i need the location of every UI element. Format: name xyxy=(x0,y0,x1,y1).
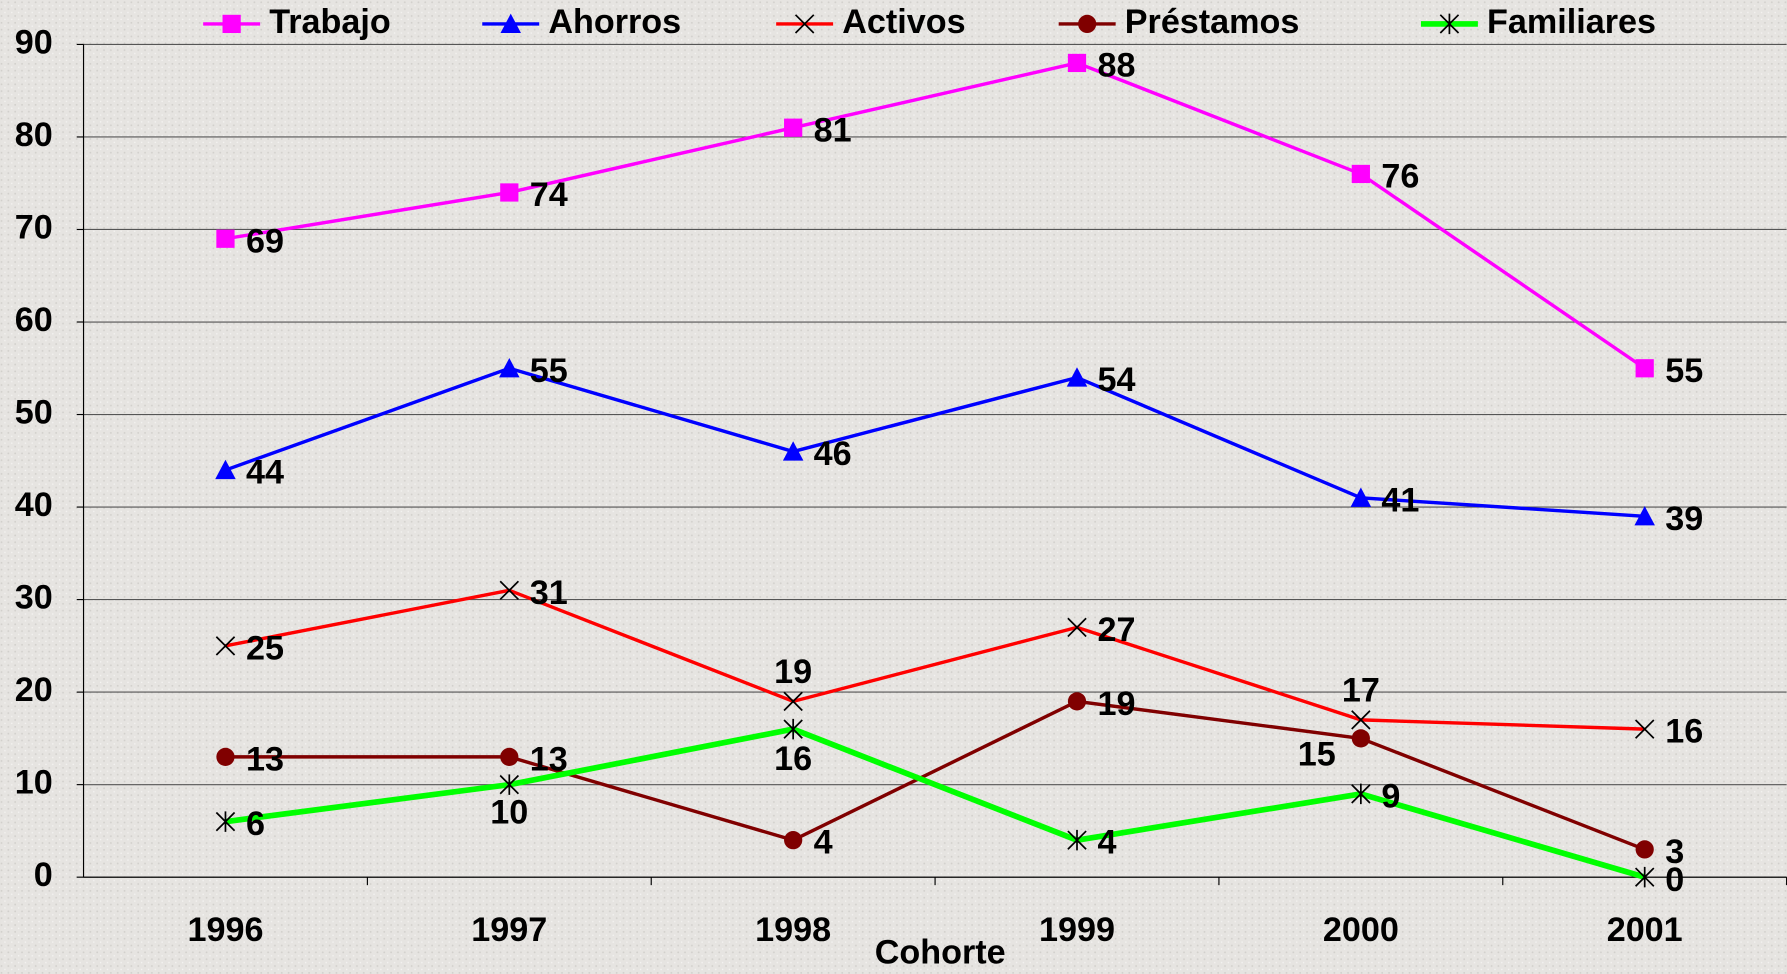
data-label: 74 xyxy=(530,176,568,214)
marker xyxy=(1350,487,1372,507)
marker xyxy=(1351,783,1371,805)
data-label: 15 xyxy=(1298,736,1336,774)
marker xyxy=(1634,506,1655,526)
data-label: 3 xyxy=(1665,833,1684,871)
marker xyxy=(1635,840,1654,859)
data-label: 41 xyxy=(1381,481,1419,519)
data-label: 55 xyxy=(530,352,568,390)
legend-marker xyxy=(1078,14,1097,34)
data-label: 13 xyxy=(530,740,568,778)
marker xyxy=(215,811,236,832)
series-line xyxy=(225,588,1645,731)
x-tick-label: 1999 xyxy=(1039,911,1115,949)
marker xyxy=(783,691,803,712)
marker xyxy=(1634,719,1655,739)
y-tick-label: 80 xyxy=(15,116,53,154)
data-label: 27 xyxy=(1098,611,1136,649)
y-tick-label: 30 xyxy=(15,579,53,617)
data-label: 16 xyxy=(1665,713,1703,751)
data-label: 39 xyxy=(1665,500,1703,538)
data-label: 25 xyxy=(246,629,284,667)
y-tick-label: 60 xyxy=(15,301,53,339)
marker xyxy=(1351,710,1371,730)
data-label: 54 xyxy=(1098,361,1136,399)
legend-marker xyxy=(222,14,241,34)
data-label: 55 xyxy=(1665,352,1703,390)
marker xyxy=(1066,367,1088,387)
legend-label: Ahorros xyxy=(548,3,681,41)
marker xyxy=(500,747,519,766)
data-label: 46 xyxy=(814,435,852,473)
data-label: 31 xyxy=(530,574,568,612)
marker xyxy=(1067,692,1087,711)
series-line xyxy=(224,366,1645,519)
data-label: 81 xyxy=(814,111,852,149)
marker xyxy=(1351,164,1370,184)
data-label: 13 xyxy=(246,740,284,778)
data-label: 10 xyxy=(490,793,528,831)
legend-label: Trabajo xyxy=(269,3,390,41)
data-label: 4 xyxy=(814,824,833,862)
data-label: 6 xyxy=(246,805,265,843)
marker xyxy=(1067,829,1087,851)
series-line xyxy=(225,726,1646,880)
x-tick-label: 1997 xyxy=(471,911,547,949)
marker xyxy=(1634,866,1655,888)
marker xyxy=(215,636,236,656)
y-tick-label: 40 xyxy=(15,486,53,524)
y-tick-label: 10 xyxy=(15,764,53,802)
marker xyxy=(500,183,519,202)
data-label: 19 xyxy=(1098,685,1136,723)
marker xyxy=(784,831,803,850)
data-label: 16 xyxy=(774,740,812,778)
x-tick-label: 1996 xyxy=(187,911,263,949)
y-tick-label: 50 xyxy=(15,394,53,432)
marker xyxy=(784,118,803,137)
data-label: 88 xyxy=(1098,47,1136,85)
legend-label: Familiares xyxy=(1487,3,1656,41)
y-tick-label: 0 xyxy=(34,856,53,894)
y-tick-label: 70 xyxy=(15,209,53,247)
legend-marker xyxy=(1439,13,1460,35)
legend-label: Activos xyxy=(842,3,965,41)
marker xyxy=(1067,53,1087,73)
y-tick-label: 90 xyxy=(15,23,53,61)
marker xyxy=(499,358,520,378)
marker xyxy=(1067,617,1087,638)
data-label: 0 xyxy=(1665,861,1684,899)
x-tick-label: 2001 xyxy=(1607,911,1683,949)
series-line xyxy=(225,61,1646,370)
marker xyxy=(499,580,520,601)
data-label: 69 xyxy=(246,222,284,260)
marker xyxy=(499,774,520,795)
data-label: 76 xyxy=(1381,158,1419,196)
marker xyxy=(1635,359,1654,378)
marker xyxy=(216,747,235,766)
legend-marker xyxy=(500,13,521,34)
legend-label: Préstamos xyxy=(1125,3,1300,41)
marker xyxy=(1351,729,1370,748)
x-axis-title: Cohorte xyxy=(875,934,1006,972)
marker xyxy=(783,718,803,740)
data-label: 44 xyxy=(246,454,284,492)
marker xyxy=(216,229,235,248)
x-tick-label: 2000 xyxy=(1323,911,1399,949)
series-line xyxy=(225,699,1646,852)
x-tick-label: 1998 xyxy=(755,911,831,949)
data-label: 19 xyxy=(774,653,812,691)
legend-marker xyxy=(794,14,815,34)
data-label: 4 xyxy=(1098,824,1117,862)
data-label: 17 xyxy=(1342,672,1380,710)
marker xyxy=(782,441,804,461)
marker xyxy=(215,459,236,480)
y-tick-label: 20 xyxy=(15,671,53,709)
data-label: 9 xyxy=(1381,777,1400,815)
